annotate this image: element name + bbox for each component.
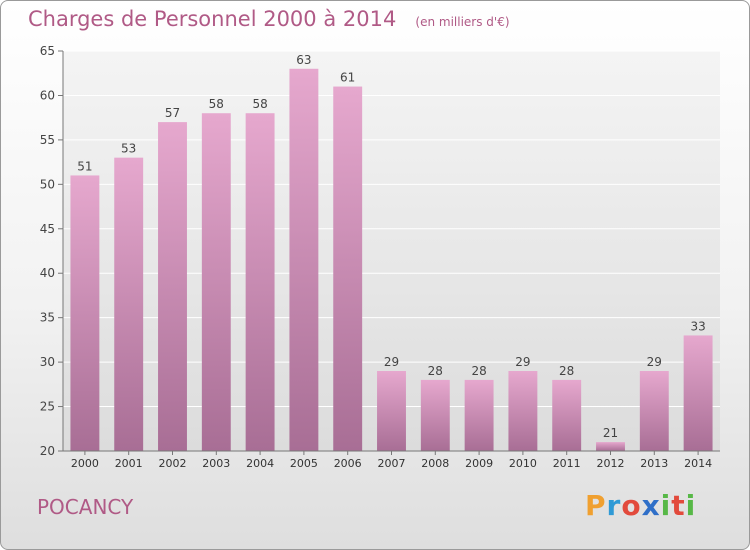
data-label: 58	[209, 97, 224, 111]
y-tick-label: 40	[40, 266, 55, 280]
y-tick-label: 45	[40, 222, 55, 236]
x-tick-label: 2008	[421, 457, 449, 470]
bar	[289, 68, 319, 452]
x-tick-label: 2006	[334, 457, 362, 470]
bar	[596, 442, 625, 451]
x-tick-label: 2011	[553, 457, 581, 470]
bar	[201, 113, 231, 451]
bar	[508, 371, 538, 451]
y-tick-label: 35	[40, 311, 55, 325]
x-tick-label: 2009	[465, 457, 493, 470]
x-tick-label: 2004	[246, 457, 274, 470]
data-label: 29	[647, 355, 662, 369]
logo-letter: o	[621, 489, 642, 522]
title-row: Charges de Personnel 2000 à 2014 (en mil…	[28, 7, 510, 31]
data-label: 58	[252, 97, 267, 111]
data-label: 51	[77, 159, 92, 173]
bar	[420, 379, 450, 451]
x-tick-label: 2003	[202, 457, 230, 470]
data-label: 28	[428, 364, 443, 378]
bar	[245, 113, 275, 451]
logo-letter: i	[685, 489, 697, 522]
x-tick-label: 2014	[684, 457, 712, 470]
data-label: 28	[559, 364, 574, 378]
chart-title: Charges de Personnel 2000 à 2014	[28, 7, 397, 31]
bar	[639, 371, 669, 451]
data-label: 33	[690, 319, 705, 333]
x-tick-label: 2013	[640, 457, 668, 470]
data-label: 29	[515, 355, 530, 369]
y-tick-label: 20	[40, 444, 55, 458]
labels-layer: 51 53 57 58 58 63 61 29 28 28 29 28 21 29 33	[77, 53, 705, 440]
logo-letter: P	[585, 489, 607, 522]
x-tick-label: 2002	[159, 457, 187, 470]
data-label: 29	[384, 355, 399, 369]
bar	[377, 371, 406, 451]
place-name: POCANCY	[37, 495, 134, 519]
x-tick-label: 2005	[290, 457, 318, 470]
bar	[683, 335, 713, 451]
bar	[114, 157, 144, 451]
proxiti-logo[interactable]: Proxiti	[585, 489, 696, 522]
y-tick-label: 50	[40, 177, 55, 191]
x-tick-label: 2001	[115, 457, 143, 470]
logo-letter: t	[671, 489, 686, 522]
logo-letter: x	[641, 489, 661, 522]
data-label: 53	[121, 142, 136, 156]
x-tick-label: 2010	[509, 457, 537, 470]
bars-layer	[70, 68, 713, 452]
bar	[70, 175, 100, 451]
x-tick-label: 2007	[378, 457, 406, 470]
data-label: 63	[296, 53, 311, 67]
y-tick-label: 25	[40, 400, 55, 414]
y-tick-label: 65	[40, 44, 55, 58]
logo-letter: r	[606, 489, 622, 522]
axis-layer: 20 25 30 35 40 45 50 55 60 65 2000 2001 2002 2003 2004…	[40, 44, 720, 470]
data-label: 57	[165, 106, 180, 120]
data-label: 61	[340, 71, 355, 85]
data-label: 21	[603, 426, 618, 440]
y-tick-label: 60	[40, 88, 55, 102]
data-label: 28	[471, 364, 486, 378]
bar	[464, 379, 494, 451]
y-tick-label: 30	[40, 355, 55, 369]
y-tick-label: 55	[40, 133, 55, 147]
chart-subtitle: (en milliers d'€)	[415, 15, 510, 29]
x-tick-label: 2000	[71, 457, 99, 470]
bar	[333, 86, 363, 452]
bar	[158, 122, 187, 451]
bar	[552, 379, 582, 451]
logo-letter: i	[660, 489, 672, 522]
x-tick-label: 2012	[597, 457, 625, 470]
